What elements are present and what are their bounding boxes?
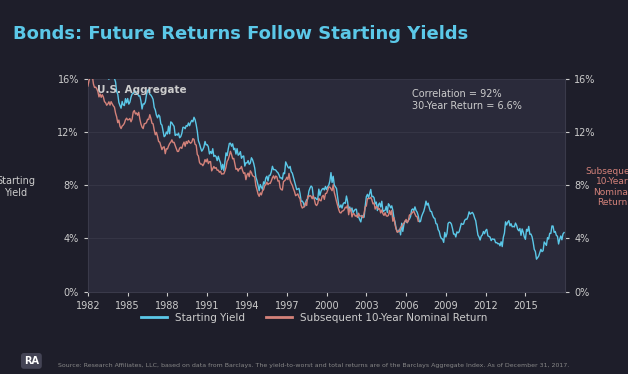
Text: Correlation = 92%
30-Year Return = 6.6%: Correlation = 92% 30-Year Return = 6.6% [413,89,522,111]
Text: Subsequent
10-Year
Nominal
Return: Subsequent 10-Year Nominal Return [585,167,628,207]
Text: Source: Research Affiliates, LLC, based on data from Barclays. The yield-to-wors: Source: Research Affiliates, LLC, based … [58,364,570,368]
Legend: Starting Yield, Subsequent 10-Year Nominal Return: Starting Yield, Subsequent 10-Year Nomin… [136,309,492,327]
Text: Starting
Yield: Starting Yield [0,176,35,198]
Text: U.S. Aggregate: U.S. Aggregate [97,85,187,95]
Text: Bonds: Future Returns Follow Starting Yields: Bonds: Future Returns Follow Starting Yi… [13,25,468,43]
Text: RA: RA [24,356,39,366]
